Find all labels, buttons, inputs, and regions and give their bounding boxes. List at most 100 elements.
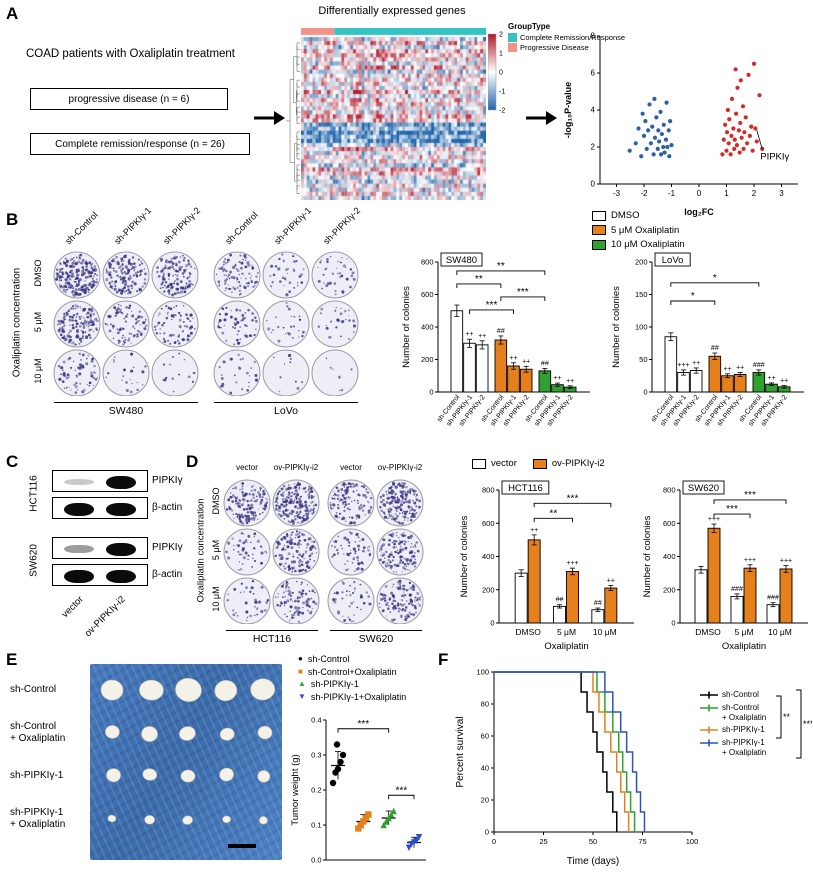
colony-column-label: sh-PIPKIγ-1 bbox=[112, 205, 154, 247]
svg-text:***: *** bbox=[744, 490, 756, 501]
legend-label: sh-Control+Oxaliplatin bbox=[307, 666, 397, 677]
svg-text:80: 80 bbox=[481, 700, 489, 709]
svg-text:400: 400 bbox=[421, 323, 434, 332]
oxaliplatin-legend: DMSO 5 μM Oxaliplatin 10 μM Oxaliplatin bbox=[592, 210, 685, 254]
legend-swatch bbox=[592, 239, 606, 250]
western-blot-box bbox=[52, 564, 148, 586]
panel-c-label: C bbox=[6, 452, 19, 471]
svg-text:-3: -3 bbox=[613, 189, 621, 198]
svg-text:200: 200 bbox=[482, 585, 495, 594]
heatmap-group-legend: GroupType Complete Remission/Response Pro… bbox=[508, 22, 625, 53]
legend-label: Complete Remission/Response bbox=[520, 33, 626, 42]
svg-text:5 μM: 5 μM bbox=[557, 627, 576, 637]
heatmap-title: Differentially expressed genes bbox=[318, 5, 466, 17]
panel-f-label: F bbox=[438, 650, 449, 669]
legend-item: sh-PIPKIγ-1 + Oxaliplatin bbox=[700, 738, 766, 757]
legend-label: DMSO bbox=[611, 210, 640, 221]
svg-text:100: 100 bbox=[635, 323, 648, 332]
legend-item: ▼ sh-PIPKIγ-1+Oxaliplatin bbox=[298, 692, 406, 702]
colony-plates-knockdown bbox=[53, 251, 359, 396]
protein-band bbox=[64, 544, 94, 554]
svg-text:##: ## bbox=[711, 345, 719, 352]
heatmap-dendrogram bbox=[286, 42, 300, 194]
svg-text:2: 2 bbox=[591, 143, 596, 152]
svg-text:600: 600 bbox=[663, 519, 676, 528]
svg-text:++: ++ bbox=[553, 375, 561, 382]
svg-text:###: ### bbox=[731, 586, 743, 593]
svg-text:++: ++ bbox=[566, 378, 574, 385]
legend-item: 10 μM Oxaliplatin bbox=[592, 239, 685, 250]
flow-arrow-icon bbox=[254, 111, 285, 125]
svg-text:++: ++ bbox=[607, 578, 615, 585]
svg-text:40: 40 bbox=[481, 764, 489, 773]
vertical-label: Oxaliplatin concentration bbox=[11, 267, 23, 378]
tumor-group-label: sh-PIPKIγ-1 + Oxaliplatin bbox=[10, 807, 66, 830]
svg-text:100: 100 bbox=[686, 837, 699, 846]
triangle-marker-icon: ▲ bbox=[298, 679, 306, 688]
cell-line-label-lovo: LoVo bbox=[274, 405, 298, 417]
svg-text:Number of colonies: Number of colonies bbox=[611, 286, 622, 368]
svg-text:+++: +++ bbox=[708, 516, 720, 523]
svg-text:5 μM: 5 μM bbox=[734, 627, 753, 637]
protein-band bbox=[64, 479, 94, 485]
svg-text:##: ## bbox=[594, 600, 602, 607]
svg-text:600: 600 bbox=[482, 519, 495, 528]
protein-band bbox=[106, 569, 136, 583]
svg-text:PIPKIγ: PIPKIγ bbox=[760, 151, 789, 162]
svg-text:0: 0 bbox=[591, 180, 596, 189]
protein-band bbox=[106, 542, 136, 556]
svg-text:++: ++ bbox=[692, 360, 700, 367]
svg-text:**: ** bbox=[475, 274, 483, 285]
svg-text:10 μM: 10 μM bbox=[593, 627, 617, 637]
protein-band bbox=[64, 502, 94, 516]
svg-text:800: 800 bbox=[663, 486, 676, 495]
survival-significance: ***** bbox=[776, 689, 812, 759]
legend-item: 5 μM Oxaliplatin bbox=[592, 225, 685, 236]
cell-line-label-sw480: SW480 bbox=[108, 405, 144, 417]
svg-text:1: 1 bbox=[499, 51, 503, 58]
svg-text:0: 0 bbox=[490, 619, 494, 628]
svg-text:###: ### bbox=[753, 362, 765, 369]
svg-text:***: *** bbox=[395, 785, 407, 796]
panel-b-label: B bbox=[6, 210, 19, 229]
svg-text:8: 8 bbox=[591, 32, 596, 41]
svg-text:0: 0 bbox=[697, 189, 702, 198]
colony-plates-overexpression bbox=[223, 479, 424, 624]
panel-e-label: E bbox=[6, 650, 18, 669]
svg-text:++: ++ bbox=[780, 378, 788, 385]
panel-d-label: D bbox=[186, 452, 199, 471]
survival-chart: 0 20 40 60 80 100 0 25 50 75 100 Time (days) Percent… bbox=[455, 668, 699, 868]
line-marker-icon bbox=[700, 704, 718, 712]
svg-text:Time (days): Time (days) bbox=[567, 856, 619, 867]
svg-text:200: 200 bbox=[663, 585, 676, 594]
svg-text:++: ++ bbox=[522, 358, 530, 365]
svg-text:25: 25 bbox=[539, 837, 547, 846]
svg-text:600: 600 bbox=[421, 290, 434, 299]
legend-item: sh-Control bbox=[700, 690, 766, 700]
svg-text:Tumor weight (g): Tumor weight (g) bbox=[290, 754, 301, 825]
legend-item: vector bbox=[472, 458, 517, 469]
tumor-photo bbox=[90, 664, 282, 860]
progressive-disease-box: progressive disease (n = 6) bbox=[30, 88, 228, 110]
svg-text:++: ++ bbox=[767, 375, 775, 382]
svg-text:Oxaliplatin: Oxaliplatin bbox=[722, 641, 766, 652]
lovo-underline bbox=[214, 402, 358, 403]
svg-text:0.4: 0.4 bbox=[311, 716, 321, 725]
svg-text:1: 1 bbox=[724, 189, 729, 198]
remission-box: Complete remission/response (n = 26) bbox=[30, 133, 250, 155]
svg-text:+++: +++ bbox=[566, 560, 578, 567]
svg-text:++: ++ bbox=[530, 527, 538, 534]
svg-text:0: 0 bbox=[485, 828, 489, 837]
tumor-group-label: sh-PIPKIγ-1 bbox=[10, 770, 64, 781]
legend-item: DMSO bbox=[592, 210, 685, 221]
western-blot-box bbox=[52, 470, 148, 492]
cohort-description: COAD patients with Oxaliplatin treatment bbox=[26, 48, 236, 60]
vertical-label: 10 μM bbox=[211, 586, 221, 612]
colony-column-label: sh-PIPKIγ-2 bbox=[161, 205, 203, 247]
legend-swatch bbox=[592, 225, 606, 235]
tumor-group-label: sh-Control + Oxaliplatin bbox=[10, 721, 66, 744]
svg-text:75: 75 bbox=[638, 837, 646, 846]
legend-swatch bbox=[472, 458, 486, 469]
svg-text:800: 800 bbox=[421, 258, 434, 267]
